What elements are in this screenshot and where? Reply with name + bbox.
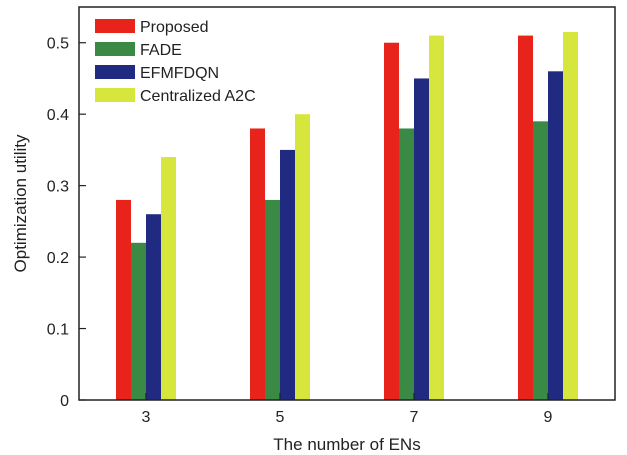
- bar-centralized-a2c-5: [295, 114, 310, 400]
- legend-label: Centralized A2C: [140, 88, 256, 105]
- y-tick-label: 0: [60, 393, 69, 410]
- x-axis: 3 5 7 9: [142, 393, 553, 426]
- bar-fade-9: [533, 121, 548, 400]
- legend-swatch-proposed: [95, 19, 135, 33]
- y-tick-label: 0.1: [47, 322, 69, 339]
- legend-swatch-fade: [95, 42, 135, 56]
- bar-proposed-7: [384, 42, 399, 401]
- y-tick-label: 0.4: [47, 107, 69, 124]
- legend-label: FADE: [140, 42, 182, 59]
- x-tick-label: 9: [544, 409, 553, 426]
- legend-swatch-efmfdqn: [95, 65, 135, 79]
- bar-fade-5: [265, 199, 280, 400]
- bar-proposed-5: [250, 128, 265, 401]
- y-tick-label: 0.3: [47, 179, 69, 196]
- bar-fade-3: [131, 242, 146, 400]
- legend: Proposed FADE EFMFDQN Centralized A2C: [95, 19, 256, 105]
- y-tick-label: 0.2: [47, 250, 69, 267]
- bar-efmfdqn-5: [280, 149, 295, 400]
- legend-swatch-centralized-a2c: [95, 88, 135, 102]
- x-tick-label: 7: [410, 409, 419, 426]
- legend-label: EFMFDQN: [140, 65, 219, 82]
- bar-centralized-a2c-7: [429, 35, 444, 400]
- y-axis-label: Optimization utility: [11, 134, 30, 272]
- legend-label: Proposed: [140, 19, 209, 36]
- x-tick-label: 5: [276, 409, 285, 426]
- bar-efmfdqn-7: [414, 78, 429, 401]
- bar-proposed-3: [116, 199, 131, 400]
- bar-proposed-9: [518, 35, 533, 400]
- bars-group: [116, 32, 578, 401]
- x-axis-label: The number of ENs: [273, 435, 420, 454]
- bar-centralized-a2c-3: [161, 157, 176, 400]
- bar-fade-7: [399, 128, 414, 401]
- x-tick-label: 3: [142, 409, 151, 426]
- bar-efmfdqn-9: [548, 71, 563, 401]
- y-axis: 0 0.1 0.2 0.3 0.4 0.5: [47, 36, 86, 410]
- bar-centralized-a2c-9: [563, 32, 578, 400]
- plot-frame: [78, 6, 616, 401]
- bar-efmfdqn-3: [146, 214, 161, 400]
- y-tick-label: 0.5: [47, 36, 69, 53]
